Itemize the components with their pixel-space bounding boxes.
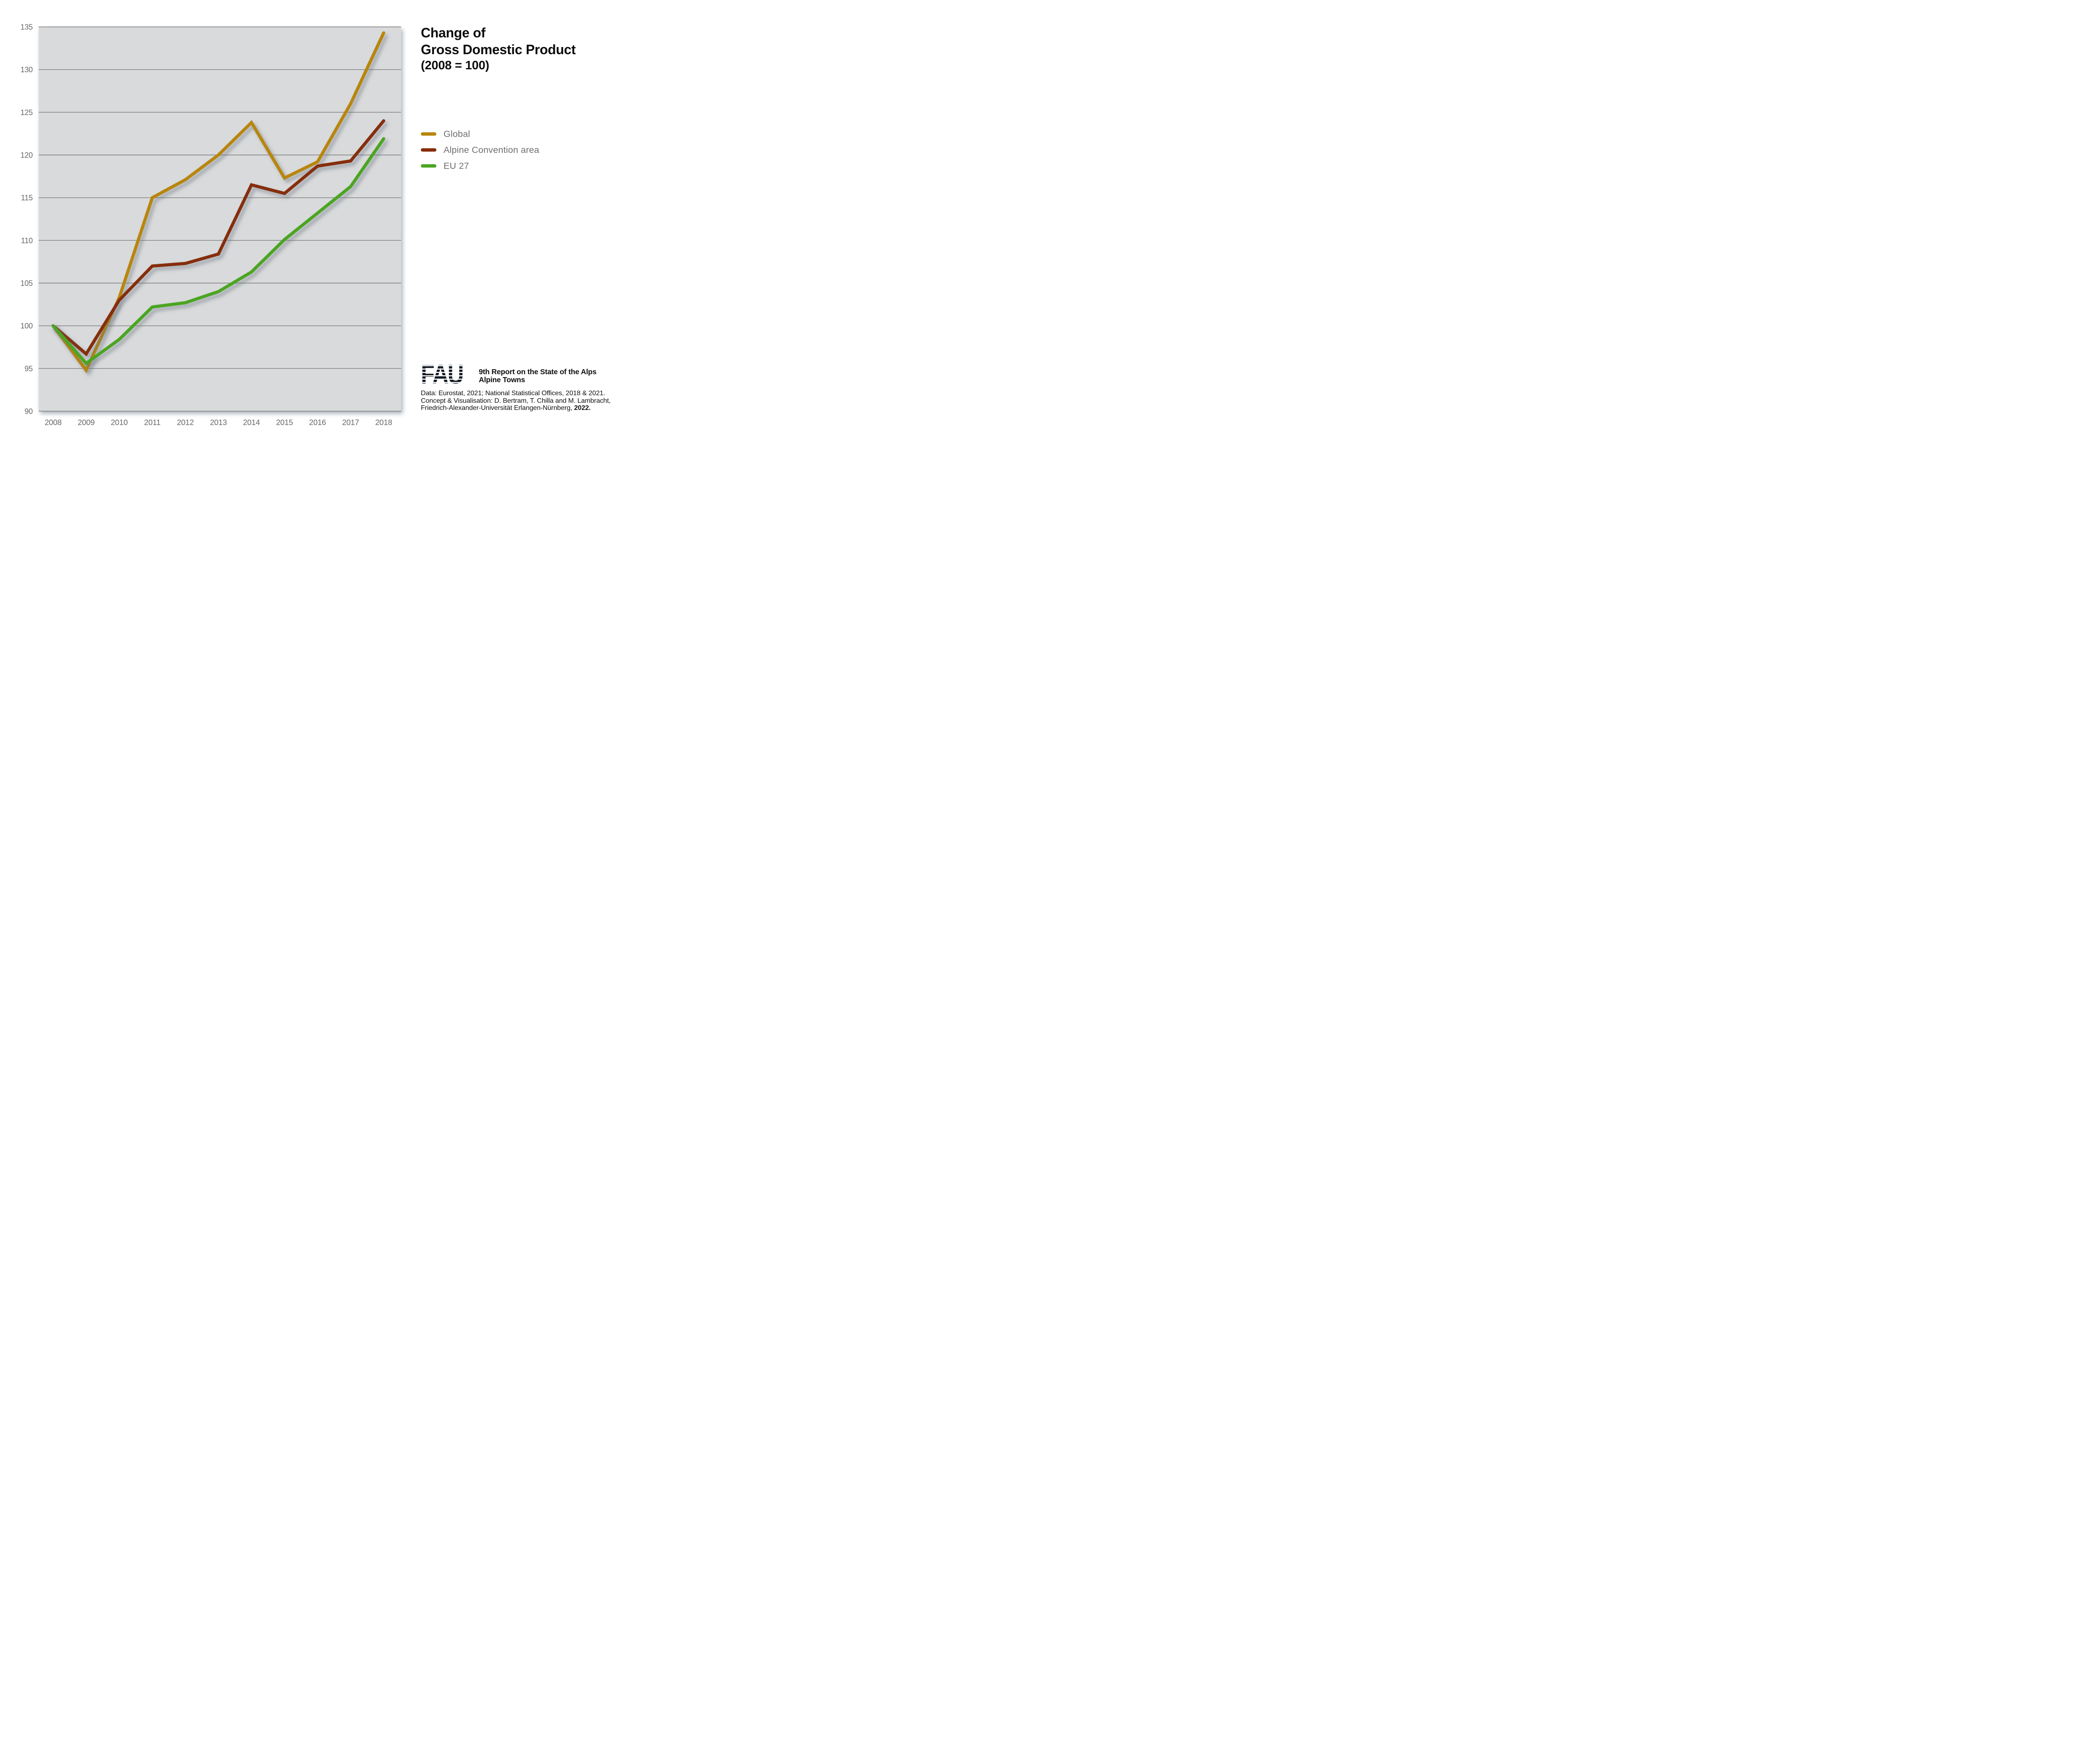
y-tick-label-100: 100 [21, 322, 33, 330]
x-tick-label-2012: 2012 [177, 418, 194, 427]
title-line-1: Change of [421, 25, 486, 40]
credit-line-2: Concept & Visualisation: D. Bertram, T. … [421, 397, 611, 404]
legend-swatch-alpine-convention-area [421, 148, 436, 152]
legend-item-alpine-convention-area: Alpine Convention area [421, 142, 539, 158]
x-tick-label-2016: 2016 [309, 418, 326, 427]
y-tick-label-95: 95 [24, 365, 33, 373]
credit-year: 2022. [574, 404, 591, 412]
series-line-alpine-convention-area [51, 119, 386, 357]
x-tick-label-2011: 2011 [144, 418, 160, 427]
y-tick-label-90: 90 [24, 407, 33, 416]
chart-title: Change of Gross Domestic Product (2008 =… [421, 24, 576, 74]
credit-line-3-text: Friedrich-Alexander-Universität Erlangen… [421, 404, 572, 412]
report-subtitle: Alpine Towns [479, 375, 525, 384]
legend-swatch-eu-27 [421, 164, 436, 168]
legend: Global Alpine Convention area EU 27 [421, 126, 539, 174]
x-tick-label-2015: 2015 [276, 418, 293, 427]
credit-line-3: Friedrich-Alexander-Universität Erlangen… [421, 404, 650, 412]
fau-logo: FAU [421, 359, 464, 389]
x-tick-label-2014: 2014 [243, 418, 260, 427]
footer: FAU 9th Report on the State of the Alps … [421, 359, 650, 412]
report-title-block: 9th Report on the State of the Alps Alpi… [479, 368, 596, 384]
legend-label: Alpine Convention area [444, 144, 539, 155]
y-tick-label-135: 135 [21, 23, 33, 32]
plot-background [39, 27, 401, 411]
y-tick-label-115: 115 [21, 194, 33, 202]
x-tick-label-2009: 2009 [78, 418, 94, 427]
credits: Data: Eurostat, 2021; National Statistic… [421, 390, 650, 412]
y-tick-label-105: 105 [21, 279, 33, 288]
legend-label: EU 27 [444, 160, 469, 171]
series-line-global [51, 31, 386, 373]
legend-item-eu-27: EU 27 [421, 158, 539, 174]
x-tick-label-2008: 2008 [45, 418, 61, 427]
title-line-2: Gross Domestic Product [421, 42, 576, 57]
x-tick-label-2018: 2018 [375, 418, 392, 427]
gdp-line-chart: 90 95 100 105 110 115 120 125 130 135 2008 2009 2010… [21, 23, 401, 427]
legend-item-global: Global [421, 126, 539, 142]
x-tick-label-2013: 2013 [210, 418, 227, 427]
y-tick-label-120: 120 [21, 151, 33, 160]
y-tick-label-110: 110 [21, 236, 33, 245]
legend-swatch-global [421, 132, 436, 136]
y-tick-label-125: 125 [21, 108, 33, 117]
y-tick-label-130: 130 [21, 66, 33, 74]
legend-label: Global [444, 129, 470, 139]
x-tick-label-2010: 2010 [111, 418, 128, 427]
series-line-eu-27 [51, 137, 386, 366]
brand-row: FAU 9th Report on the State of the Alps … [421, 359, 650, 389]
figure-gdp-change: 90 95 100 105 110 115 120 125 130 135 2008 2009 2010… [0, 0, 654, 441]
x-tick-label-2017: 2017 [342, 418, 359, 427]
chart-subtitle: (2008 = 100) [421, 59, 489, 72]
report-title: 9th Report on the State of the Alps [479, 368, 597, 376]
credit-line-1: Data: Eurostat, 2021; National Statistic… [421, 390, 605, 397]
